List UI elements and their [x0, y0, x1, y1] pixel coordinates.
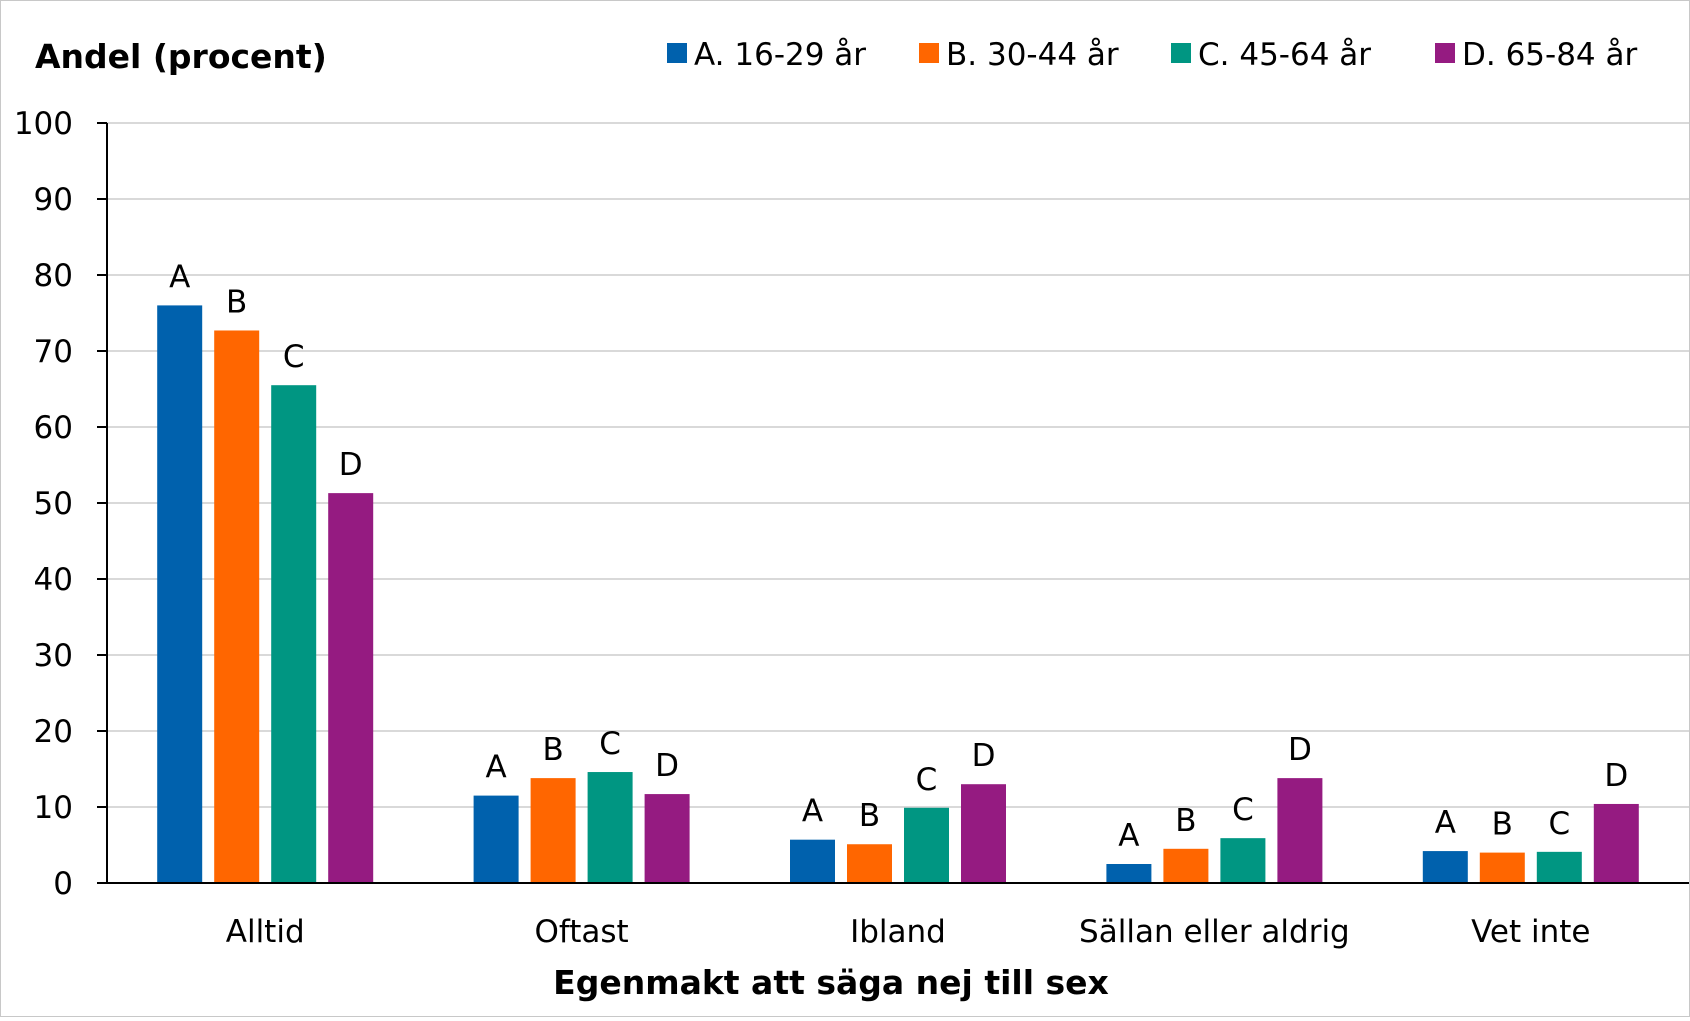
bar [1593, 803, 1639, 883]
legend-label: D. 65-84 år [1462, 37, 1638, 73]
bar-label: B [1175, 803, 1196, 839]
bar [644, 794, 690, 883]
bar [271, 385, 317, 883]
legend-label: C. 45-64 år [1198, 37, 1371, 73]
bar [790, 839, 835, 883]
x-tick-label: Alltid [226, 914, 305, 950]
bar-label: C [599, 726, 621, 762]
bar-label: C [1232, 792, 1254, 828]
x-axis-title: Egenmakt att säga nej till sex [553, 963, 1109, 1002]
y-tick-label: 40 [34, 562, 73, 598]
bar [904, 807, 949, 883]
bar-label: A [802, 794, 823, 830]
x-tick-label: Vet inte [1471, 914, 1590, 950]
bar-label: A [1435, 805, 1456, 841]
bar [328, 493, 374, 883]
x-tick-label: Oftast [534, 914, 628, 950]
bar [530, 778, 576, 883]
bar-label: B [542, 732, 563, 768]
x-tick-label: Ibland [850, 914, 946, 950]
bar-label: B [226, 284, 247, 320]
legend: A. 16-29 år B. 30-44 år C. 45-64 år D. 65-8… [667, 37, 1638, 73]
y-tick-label: 80 [34, 258, 73, 294]
bar-label: C [283, 339, 305, 375]
bar [1220, 838, 1266, 883]
bar [1106, 864, 1152, 883]
bar [1422, 851, 1468, 883]
bar-label: D [1288, 732, 1312, 768]
legend-swatch [1435, 43, 1455, 63]
bar [961, 784, 1006, 883]
legend-label: B. 30-44 år [946, 37, 1119, 73]
bar-label: D [339, 447, 363, 483]
legend-swatch [1171, 43, 1191, 63]
bar [157, 305, 203, 883]
bar [214, 330, 260, 884]
y-tick-label: 0 [53, 866, 73, 902]
y-tick-label: 90 [34, 182, 73, 218]
legend-swatch [667, 43, 687, 63]
bar-label: C [916, 762, 938, 798]
bar-label: D [655, 748, 679, 784]
y-tick-label: 20 [34, 714, 73, 750]
legend-swatch [919, 43, 939, 63]
bar-label: B [859, 798, 880, 834]
y-axis-title: Andel (procent) [35, 37, 327, 76]
x-tick-label: Sällan eller aldrig [1079, 914, 1350, 950]
bar [1163, 848, 1209, 883]
y-tick-label: 10 [34, 790, 73, 826]
bar-label: A [485, 750, 506, 786]
bar-label: A [1118, 818, 1139, 854]
bar-label: B [1492, 807, 1513, 843]
bar [587, 772, 633, 883]
bar [473, 795, 519, 883]
bar [1536, 851, 1582, 883]
bars [157, 305, 1639, 884]
bar-label: D [1604, 758, 1628, 794]
bar [1479, 852, 1525, 883]
bar [847, 844, 892, 883]
axes: 0 10 20 30 40 50 60 70 80 90 100 Alltid Oftast Ibland… [14, 106, 1689, 950]
y-tick-label: 70 [34, 334, 73, 370]
bar-label: C [1548, 806, 1570, 842]
y-tick-label: 50 [34, 486, 73, 522]
bar-label: A [169, 259, 190, 295]
y-tick-label: 100 [14, 106, 73, 142]
bar-label: D [972, 738, 996, 774]
bar [1277, 778, 1323, 883]
y-tick-label: 30 [34, 638, 73, 674]
legend-label: A. 16-29 år [694, 37, 866, 73]
y-tick-label: 60 [34, 410, 73, 446]
